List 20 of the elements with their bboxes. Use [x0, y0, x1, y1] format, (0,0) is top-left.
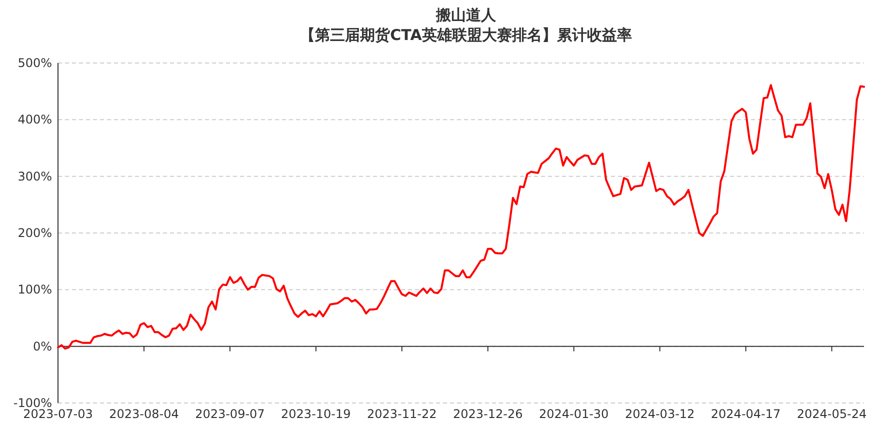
y-tick-label: 100% — [18, 282, 52, 297]
x-tick-label: 2023-10-19 — [281, 407, 351, 421]
x-tick-label: 2023-12-26 — [452, 407, 523, 421]
x-tick-label: 2023-11-22 — [367, 407, 437, 421]
line-series — [57, 84, 865, 350]
y-tick-label: 200% — [18, 226, 52, 240]
y-tick-label: 500% — [18, 56, 52, 70]
x-tick-label: 2023-09-07 — [195, 407, 265, 421]
x-tick-label: 2024-05-24 — [796, 407, 867, 421]
x-tick-label: 2024-04-17 — [710, 407, 781, 421]
x-tick-label: 2023-08-04 — [109, 407, 179, 421]
x-tick-label: 2024-03-12 — [624, 407, 695, 421]
y-tick-label: 400% — [18, 112, 52, 127]
x-tick-label: 2024-01-30 — [538, 407, 609, 421]
y-tick-label: 300% — [18, 169, 52, 184]
y-tick-label: 0% — [32, 339, 52, 354]
chart-title: 搬山道人 — [435, 6, 497, 24]
y-tick-label: -100% — [13, 396, 52, 410]
chart-subtitle: 【第三届期货CTA英雄联盟大赛排名】累计收益率 — [300, 26, 632, 44]
x-tick-label: 2023-07-03 — [23, 407, 93, 421]
